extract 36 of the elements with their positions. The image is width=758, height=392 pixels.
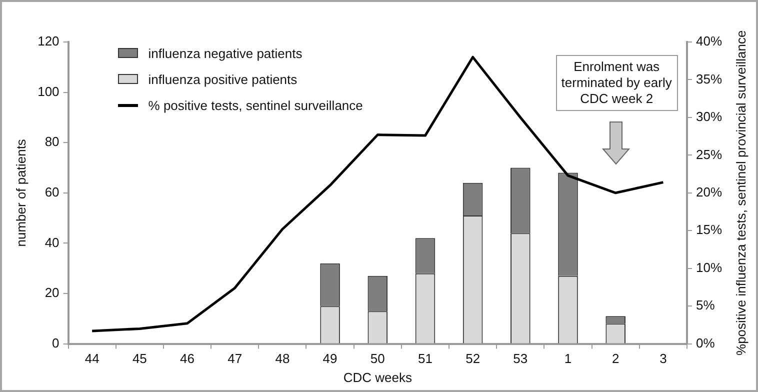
y-tick-label: 100 [38,84,60,99]
x-tick-label: 1 [564,351,572,366]
y2-tick-label: 25% [696,146,722,162]
x-tick-label: 2 [612,351,620,366]
x-tick-label: 49 [322,351,338,366]
y2-axis-title: %positive influenza tests, sentinel provincial surveillance [734,30,749,356]
y-tick-label: 20 [44,285,60,300]
legend-label: % positive tests, sentinel surveillance [148,98,363,112]
legend-label: influenza negative patients [148,46,302,60]
x-tick-label: 51 [418,351,432,366]
y2-tick-label: 35% [696,71,722,86]
x-tick-label: 52 [466,351,480,366]
annotation: Enrolment was terminated by early CDC week 2 [556,55,678,111]
y-tick-label: 60 [44,184,60,200]
y-tick-label: 0 [52,335,60,350]
x-tick-label: 44 [84,351,100,366]
y2-tick-label: 10% [696,260,722,275]
x-tick-label: 47 [228,351,242,366]
x-tick-label: 45 [132,351,147,366]
x-tick-label: 53 [513,351,528,366]
x-tick-label: 48 [275,351,290,366]
y2-tick-label: 40% [696,34,722,49]
y2-tick-label: 5% [696,298,716,313]
x-axis-title: CDC weeks [343,370,412,385]
y-axis-title: number of patients [13,138,28,247]
y2-tick-label: 30% [696,109,722,124]
y-tick-label: 80 [44,134,60,150]
y2-tick-label: 15% [696,222,722,238]
y2-tick-label: 0% [696,335,716,350]
legend-label: influenza positive patients [148,72,298,86]
y-tick-label: 40 [44,234,60,250]
y-tick-label: 120 [38,34,60,49]
x-tick-label: 46 [180,351,195,366]
x-tick-label: 3 [660,351,667,366]
y2-tick-label: 20% [696,184,722,200]
x-tick-label: 50 [370,351,385,366]
